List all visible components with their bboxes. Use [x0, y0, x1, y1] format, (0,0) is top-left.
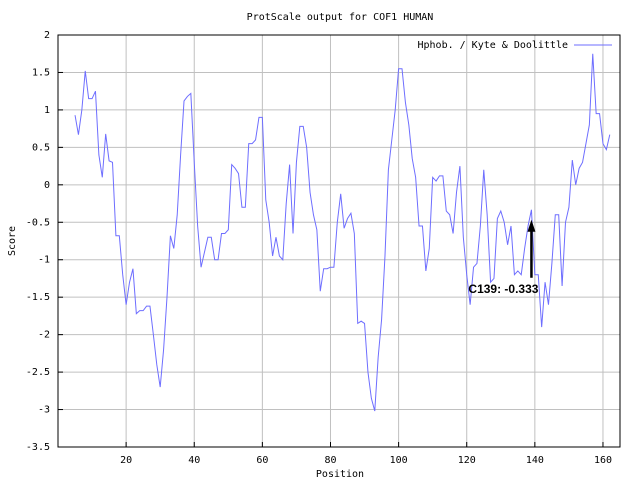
annotation-arrowhead: [527, 219, 536, 232]
legend-label: Hphob. / Kyte & Doolittle: [417, 40, 568, 51]
y-tick-label: -3.5: [26, 442, 50, 453]
y-tick-label: 1.5: [32, 67, 50, 78]
data-line: [74, 53, 611, 412]
annotation-label: C139: -0.333: [468, 282, 538, 296]
y-tick-label: 1: [44, 105, 50, 116]
chart-title: ProtScale output for COF1 HUMAN: [247, 12, 434, 23]
plot-frame: [57, 34, 621, 448]
x-tick-label: 160: [594, 455, 612, 466]
y-tick-label: -1: [38, 255, 50, 266]
y-tick-label: -1.5: [26, 292, 50, 303]
x-tick-label: 60: [256, 455, 268, 466]
x-tick-label: 40: [188, 455, 200, 466]
y-tick-label: -2.5: [26, 367, 50, 378]
x-tick-label: 120: [458, 455, 476, 466]
y-tick-label: 0: [44, 180, 50, 191]
y-tick-label: -2: [38, 330, 50, 341]
x-axis-label: Position: [316, 469, 364, 480]
x-tick-label: 100: [390, 455, 408, 466]
x-tick-label: 80: [324, 455, 336, 466]
x-tick-label: 20: [120, 455, 132, 466]
y-tick-label: 2: [44, 30, 50, 41]
y-tick-label: 0.5: [32, 142, 50, 153]
y-axis-label: Score: [7, 226, 18, 256]
y-tick-label: -3: [38, 405, 50, 416]
x-tick-label: 140: [526, 455, 544, 466]
y-tick-label: -0.5: [26, 217, 50, 228]
